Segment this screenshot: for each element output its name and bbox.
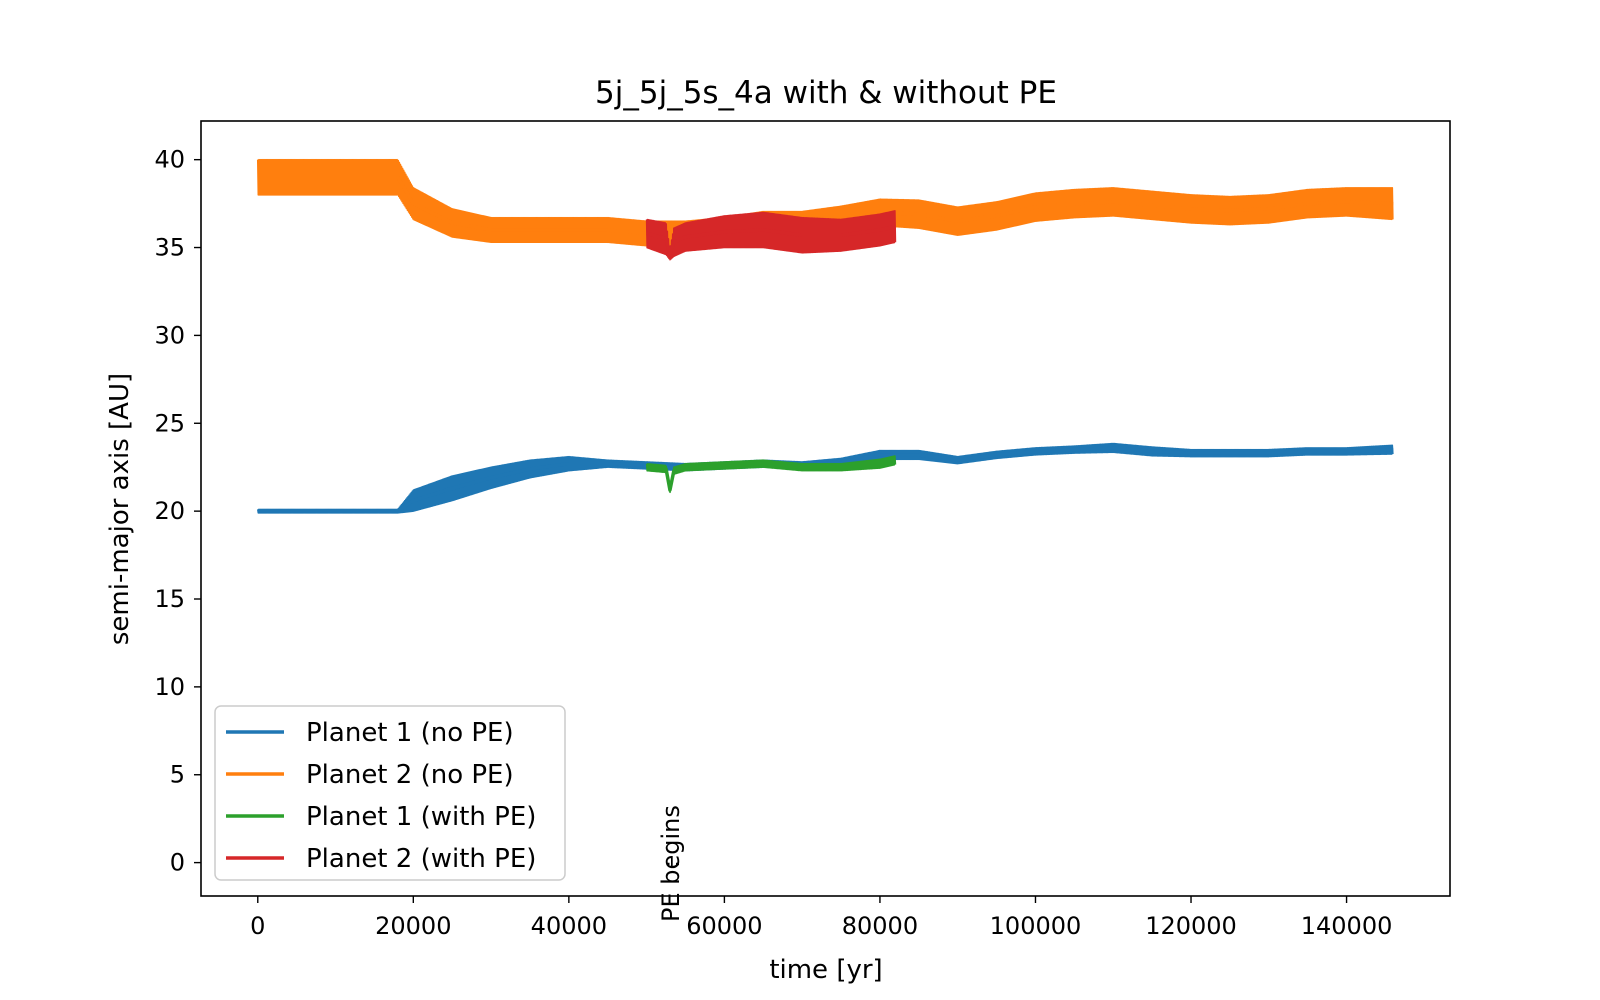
legend-label: Planet 2 (with PE) (306, 844, 536, 874)
y-tick-label: 40 (154, 146, 185, 174)
x-axis-ticks: 0 20000 40000 60000 80000 100000 120000 140000 (250, 896, 1392, 940)
y-tick-label: 10 (154, 673, 185, 701)
legend-box (214, 705, 566, 881)
series-center-line (646, 458, 896, 492)
pe-begins-marker: : (657, 860, 685, 868)
x-tick-label: 140000 (1301, 912, 1393, 940)
series-3 (645, 455, 897, 494)
y-tick-label: 30 (154, 321, 185, 349)
pe-begins-annotation: PE begins (657, 805, 685, 922)
y-tick-label: 35 (154, 234, 185, 262)
axes-frame (200, 120, 1451, 897)
y-tick-label: 0 (170, 849, 185, 877)
x-tick-label: 60000 (686, 912, 762, 940)
x-axis-label: time [yr] (769, 955, 882, 985)
x-tick-label: 80000 (842, 912, 918, 940)
plot-area: PE begins: (256, 158, 1394, 922)
annotation-layer: PE begins: (657, 805, 685, 922)
legend: Planet 1 (no PE) Planet 2 (no PE) Planet 1… (214, 705, 566, 881)
legend-items: Planet 1 (no PE) Planet 2 (no PE) Planet 1… (226, 718, 536, 874)
x-tick-label: 0 (250, 912, 265, 940)
series-center-line (646, 224, 896, 257)
y-tick-label: 15 (154, 585, 185, 613)
legend-label: Planet 1 (no PE) (306, 718, 514, 748)
x-tick-label: 20000 (375, 912, 451, 940)
y-tick-label: 20 (154, 497, 185, 525)
y-axis-label: semi-major axis [AU] (105, 373, 135, 645)
x-tick-label: 120000 (1145, 912, 1237, 940)
y-axis-ticks: 0 5 10 15 20 25 30 35 40 (154, 146, 201, 877)
legend-label: Planet 2 (no PE) (306, 760, 514, 790)
series-layer (256, 158, 1394, 514)
x-tick-label: 40000 (531, 912, 607, 940)
series-center-line (257, 446, 1394, 513)
y-tick-label: 25 (154, 409, 185, 437)
chart-title: 5j_5j_5s_4a with & without PE (595, 75, 1057, 111)
series-center-line (257, 175, 1394, 236)
legend-label: Planet 1 (with PE) (306, 802, 536, 832)
x-tick-label: 100000 (990, 912, 1082, 940)
series-4 (645, 209, 897, 261)
y-tick-label: 5 (170, 761, 185, 789)
